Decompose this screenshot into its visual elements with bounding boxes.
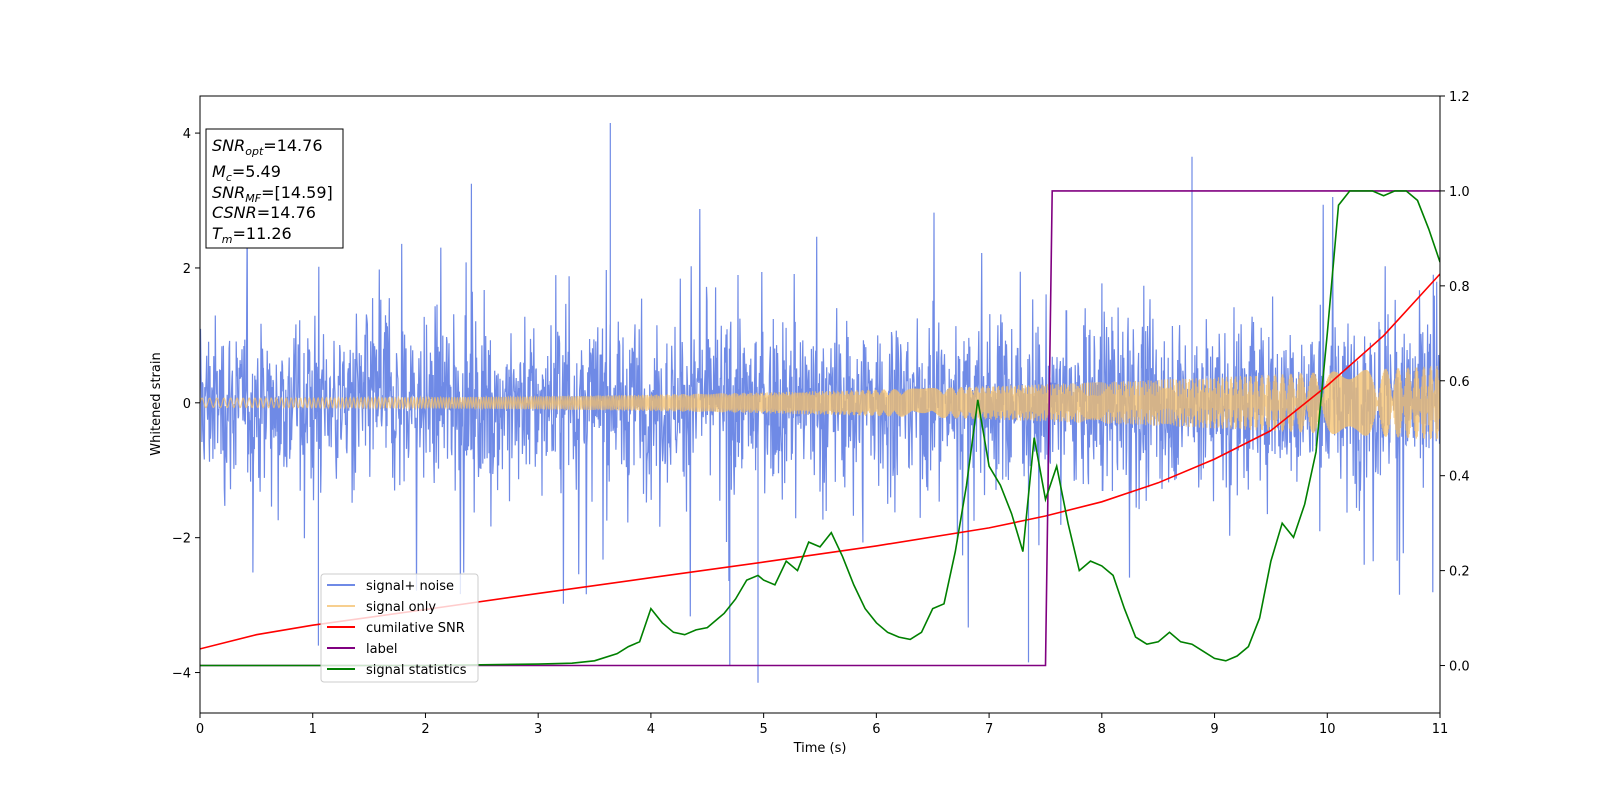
series-signal-only bbox=[200, 365, 1440, 440]
y-tick-label-left: 4 bbox=[183, 127, 191, 142]
x-tick-label: 5 bbox=[759, 722, 767, 737]
y-tick-label-left: 2 bbox=[183, 262, 191, 277]
x-tick-label: 10 bbox=[1319, 722, 1336, 737]
x-tick-label: 0 bbox=[196, 722, 204, 737]
x-tick-label: 9 bbox=[1210, 722, 1218, 737]
x-tick-label: 2 bbox=[421, 722, 429, 737]
plot-frame bbox=[199, 95, 1441, 714]
legend-label: signal statistics bbox=[366, 663, 467, 678]
legend-frame bbox=[320, 573, 479, 683]
info-line: Mc=5.49 bbox=[212, 162, 281, 184]
y-tick-label-left: −2 bbox=[172, 532, 191, 547]
info-line: SNRMF=[14.59] bbox=[212, 183, 333, 205]
series-layer bbox=[200, 123, 1440, 683]
info-box: SNRopt=14.76 Mc=5.49SNRMF=[14.59]CSNR=14.… bbox=[205, 128, 344, 249]
series-signal-noise bbox=[200, 123, 1440, 683]
y-tick-label-right: 1.2 bbox=[1449, 90, 1470, 105]
y-axis-label: Whitened strain bbox=[149, 352, 164, 455]
legend-label: signal+ noise bbox=[366, 579, 454, 594]
x-tick-label: 8 bbox=[1098, 722, 1106, 737]
info-line: CSNR=14.76 bbox=[212, 203, 316, 222]
x-tick-label: 1 bbox=[309, 722, 317, 737]
y-tick-label-left: 0 bbox=[183, 397, 191, 412]
legend: signal+ noise signal only cumilative SNR la… bbox=[320, 573, 479, 683]
y-tick-label-left: −4 bbox=[172, 667, 191, 682]
y-tick-label-right: 0.6 bbox=[1449, 375, 1470, 390]
info-line: Tm=11.26 bbox=[212, 224, 292, 246]
legend-label: label bbox=[366, 642, 397, 657]
y-tick-label-right: 0.0 bbox=[1449, 660, 1470, 675]
legend-label: cumilative SNR bbox=[366, 621, 465, 636]
x-axis-label: Time (s) bbox=[793, 741, 847, 756]
legend-label: signal only bbox=[366, 600, 436, 615]
info-line: SNRopt=14.76 bbox=[212, 136, 323, 158]
x-tick-label: 11 bbox=[1432, 722, 1449, 737]
series-label bbox=[200, 190, 1440, 667]
x-tick-label: 3 bbox=[534, 722, 542, 737]
x-tick-label: 4 bbox=[647, 722, 655, 737]
y-tick-label-right: 0.4 bbox=[1449, 470, 1470, 485]
series-signal-statistics bbox=[200, 190, 1440, 667]
x-tick-label: 7 bbox=[985, 722, 993, 737]
y-tick-label-right: 0.2 bbox=[1449, 565, 1470, 580]
info-box-frame bbox=[205, 128, 344, 249]
axes-layer: 0 1 2 3 4 5 6 7 8 9 10 11 −4 −2 0 2 4 0.0 0.2 0.4 0.6 0.8 1.0 1… bbox=[172, 90, 1470, 737]
y-tick-label-right: 1.0 bbox=[1449, 185, 1470, 200]
y-tick-label-right: 0.8 bbox=[1449, 280, 1470, 295]
x-tick-label: 6 bbox=[872, 722, 880, 737]
